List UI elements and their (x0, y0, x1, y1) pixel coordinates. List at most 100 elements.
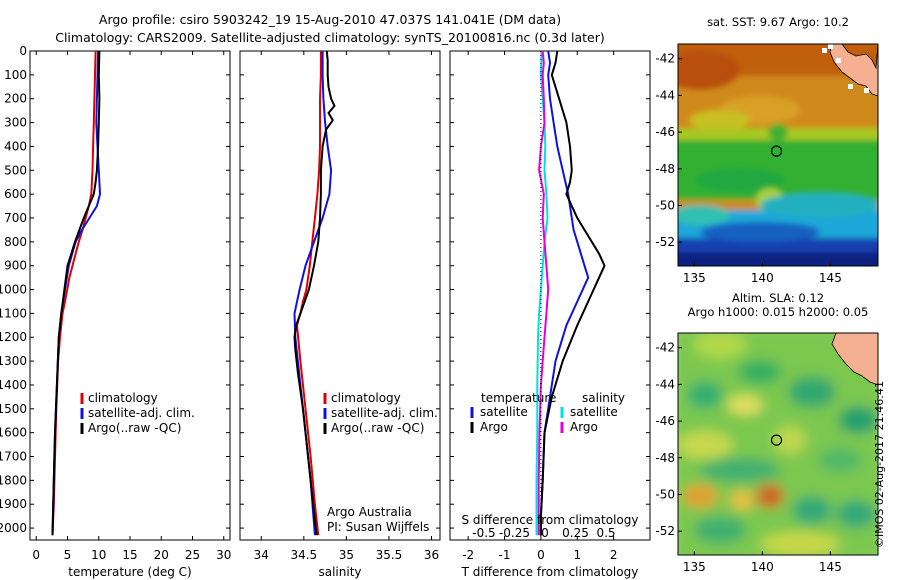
sst-map (678, 44, 878, 266)
difference-panel (449, 50, 651, 541)
legend-entry: Argo(..raw -QC) (88, 421, 181, 435)
y-tick-label: 1600 (0, 426, 27, 440)
x2-tick-label: -0.5 (472, 526, 495, 540)
series-line-salinity-argo (537, 50, 550, 536)
x-axis-label: T difference from climatology (461, 565, 639, 579)
map-y-tick-label: -50 (655, 198, 675, 212)
figure-title-line1: Argo profile: csiro 5903242_19 15-Aug-20… (98, 12, 562, 27)
x-tick-label: 34 (254, 548, 269, 562)
map-y-tick-label: -52 (655, 524, 675, 538)
y-tick-label: 1200 (0, 330, 27, 344)
map-y-tick-label: -42 (655, 341, 675, 355)
x-tick-label: -1 (499, 548, 511, 562)
map-y-tick-label: -46 (655, 414, 675, 428)
map-y-tick-label: -48 (655, 162, 675, 176)
y-tick-label: 1800 (0, 473, 27, 487)
sst-map-frame (677, 43, 879, 267)
map-y-tick-label: -48 (655, 451, 675, 465)
map-x-tick-label: 145 (819, 271, 842, 285)
credit-line-1: Argo Australia (327, 505, 412, 519)
temperature-plot: 0100200300400500600700800900100011001200… (0, 44, 231, 579)
x2-tick-label: 0.5 (596, 526, 615, 540)
y-tick-label: 700 (4, 211, 27, 225)
timestamp-stamp: ©IMOS 02-Aug-2017 21:46:41 (873, 381, 886, 548)
salinity-panel (239, 50, 441, 541)
map-x-tick-label: 140 (751, 560, 774, 574)
map-y-tick-label: -46 (655, 125, 675, 139)
legend-entry: Argo (480, 420, 508, 434)
legend-entry: satellite-adj. clim. (88, 406, 195, 420)
y-tick-label: 400 (4, 139, 27, 153)
x-tick-label: 15 (122, 548, 137, 562)
sst-map-title: sat. SST: 9.67 Argo: 10.2 (707, 15, 849, 29)
legend-entry: climatology (331, 391, 401, 405)
legend-header-salinity: salinity (582, 391, 625, 405)
y-tick-label: 1700 (0, 450, 27, 464)
legend-entry: satellite-adj. clim. (331, 406, 438, 420)
y-tick-label: 0 (19, 44, 27, 58)
x-tick-label: 0 (537, 548, 545, 562)
legend-entry: satellite (480, 405, 528, 419)
x-tick-label: 0 (32, 548, 40, 562)
map-x-tick-label: 135 (683, 560, 706, 574)
map-y-tick-label: -44 (655, 377, 675, 391)
x-tick-label: 20 (154, 548, 169, 562)
y-tick-label: 1000 (0, 283, 27, 297)
x-tick-label: 35 (339, 548, 354, 562)
x-axis-label: salinity (318, 565, 361, 579)
argo-location-marker (770, 145, 783, 157)
series-line-satellite-adj-clim- (293, 51, 333, 536)
x-axis-label: temperature (deg C) (68, 565, 191, 579)
x-tick-label: 36 (424, 548, 439, 562)
figure-title-line2: Climatology: CARS2009. Satellite-adjuste… (55, 30, 605, 45)
x-tick-label: 35.5 (376, 548, 403, 562)
credit-line-2: PI: Susan Wijffels (327, 520, 429, 534)
y-tick-label: 600 (4, 187, 27, 201)
y-tick-label: 1900 (0, 497, 27, 511)
salinity-plot: 34 34.5 35 35.5 36 salinity climatologysatelli… (240, 50, 440, 579)
y-tick-label: 100 (4, 68, 27, 82)
y-tick-label: 1400 (0, 378, 27, 392)
sla-map (678, 333, 878, 555)
map-y-tick-label: -50 (655, 487, 675, 501)
map-x-tick-label: 140 (751, 271, 774, 285)
y-tick-label: 900 (4, 259, 27, 273)
difference-plot: -2 -1 0 1 2 T difference from climatology -0.5… (450, 50, 650, 579)
y-tick-label: 1100 (0, 306, 27, 320)
sla-map-title-2: Argo h1000: 0.015 h2000: 0.05 (688, 305, 869, 319)
x2-tick-label: 0 (541, 526, 549, 540)
y-tick-label: 300 (4, 116, 27, 130)
y-tick-label: 1500 (0, 402, 27, 416)
x-tick-label: 1 (573, 548, 581, 562)
sst-map-axes: 135 140 145 -42 -44 -46 -48 -50 -52 sat. SST: 9.6… (655, 15, 849, 285)
argo-location-marker (770, 434, 783, 446)
legend-header-temperature: temperature (481, 391, 556, 405)
y-tick-label: 200 (4, 92, 27, 106)
y-tick-label: 1300 (0, 354, 27, 368)
legend-entry: Argo (570, 420, 598, 434)
x-tick-label: 10 (91, 548, 106, 562)
map-y-tick-label: -44 (655, 88, 675, 102)
series-line-argo-raw-qc- (293, 50, 336, 536)
x-tick-label: 25 (185, 548, 200, 562)
series-line-climatology (296, 51, 322, 536)
x-tick-label: 5 (64, 548, 72, 562)
legend-entry: Argo(..raw -QC) (331, 421, 424, 435)
map-y-tick-label: -52 (655, 235, 675, 249)
sla-map-axes: 135 140 145 -42 -44 -46 -48 -50 -52 Altim. SLA: 0… (655, 291, 868, 574)
y-tick-label: 800 (4, 235, 27, 249)
x-tick-label: -2 (462, 548, 474, 562)
x2-tick-label: 0.25 (562, 526, 589, 540)
x2-tick-label: -0.25 (499, 526, 530, 540)
legend-entry: satellite (570, 405, 618, 419)
map-y-tick-label: -42 (655, 52, 675, 66)
temperature-panel (29, 50, 231, 541)
series-line-temperature-argo (539, 50, 606, 536)
map-x-tick-label: 145 (819, 560, 842, 574)
x-tick-label: 34.5 (290, 548, 317, 562)
x-tick-label: 30 (216, 548, 231, 562)
series-line-argo-raw-qc- (51, 50, 101, 536)
map-x-tick-label: 135 (683, 271, 706, 285)
sla-map-frame (677, 332, 879, 556)
